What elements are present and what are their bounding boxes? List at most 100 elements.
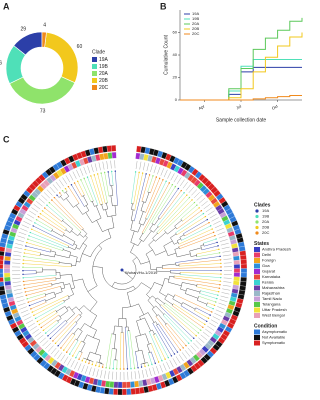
tip-dot: [145, 173, 147, 175]
tree-branch: [152, 295, 157, 300]
tip-dot: [138, 171, 140, 174]
tree-branch: [179, 263, 222, 267]
tip-dot: [112, 367, 114, 370]
tip-label: [24, 316, 32, 321]
tree-branch: [179, 235, 216, 249]
tip-label: [114, 160, 116, 169]
tree-branch: [141, 282, 152, 290]
tip-dot: [180, 189, 182, 192]
tree-branch: [180, 305, 208, 323]
tree-branch: [29, 302, 47, 310]
tree-branch: [174, 275, 222, 282]
tip-label: [25, 319, 34, 324]
tip-label: [145, 369, 148, 378]
tree-arc: [89, 351, 101, 356]
tree-branch: [147, 174, 154, 192]
tip-label: [139, 161, 142, 170]
tip-dot: [195, 334, 197, 337]
tree-branch: [132, 257, 137, 261]
tip-label: [17, 235, 26, 239]
tip-dot: [137, 366, 139, 369]
tree-branch: [130, 243, 135, 253]
tree-arc: [83, 305, 97, 316]
tree-branch: [139, 233, 143, 240]
tree-branch: [143, 230, 152, 242]
tree-branch: [57, 323, 78, 347]
legend-label: 20C: [192, 31, 199, 36]
tip-label: [69, 173, 74, 181]
tip-label: [218, 302, 227, 306]
ring-cell: [233, 259, 240, 265]
legend-swatch: [255, 231, 259, 235]
tree-branch: [180, 274, 222, 278]
tree-branch: [85, 205, 90, 211]
tree-branch: [41, 210, 67, 229]
legend-label: 19B: [99, 64, 109, 70]
tree-branch: [164, 201, 196, 231]
tip-dot: [193, 201, 196, 204]
tree-branch: [196, 252, 221, 258]
legend-swatch: [254, 335, 260, 340]
tree-branch: [109, 348, 113, 370]
tree-arc: [152, 321, 156, 324]
ring-cell: [130, 388, 136, 395]
ring-cell: [240, 259, 247, 265]
tree-branch: [22, 259, 60, 264]
tree-branch: [164, 298, 173, 305]
tree-arc: [96, 361, 102, 364]
tree-branch: [164, 302, 202, 331]
tree-branch: [115, 348, 117, 360]
root-label: Wuhan/Hu-1/2019: [125, 270, 158, 275]
tip-label: [67, 358, 72, 366]
tip-label: [45, 342, 51, 349]
tree-branch: [153, 226, 159, 233]
tree-branch: [22, 256, 60, 262]
tree-branch: [160, 304, 197, 337]
tree-branch: [23, 252, 40, 256]
tree-branch: [182, 302, 196, 310]
legend-swatch: [254, 263, 260, 269]
ring-cell: [4, 260, 11, 265]
tree-arc: [163, 302, 166, 305]
legend-label: Uttar Pradesh: [262, 307, 287, 312]
tip-dot: [77, 180, 79, 183]
legend-label: Symptomatic: [262, 340, 285, 345]
tip-label: [149, 368, 152, 377]
tree-branch: [169, 276, 175, 278]
tree-branch: [156, 297, 165, 304]
legend-label: Not Available: [262, 335, 286, 340]
tree-branch: [164, 324, 184, 349]
donut-slice: [9, 76, 76, 105]
legend-label: Andhra Pradesh: [262, 247, 291, 252]
legend-swatch: [254, 258, 260, 263]
tree-branch: [199, 293, 218, 300]
tree-branch: [141, 350, 146, 364]
tree-branch: [154, 300, 161, 306]
tree-branch: [174, 247, 180, 250]
tree-branch: [96, 220, 103, 232]
tip-label: [65, 175, 71, 183]
tip-dot: [216, 297, 218, 300]
tip-label: [201, 200, 208, 207]
tip-label: [202, 331, 210, 337]
tip-dot: [211, 228, 213, 230]
tip-dot: [162, 179, 164, 181]
legend-swatch: [92, 57, 97, 62]
tip-dot: [216, 241, 218, 244]
tree-branch: [107, 170, 111, 186]
ring-cell: [240, 272, 248, 278]
tip-label: [221, 246, 230, 249]
tip-dot: [47, 335, 49, 337]
tree-branch: [174, 294, 213, 313]
tree-branch: [178, 259, 222, 265]
tip-dot: [218, 248, 220, 251]
tip-dot: [179, 349, 182, 351]
legend-label: 19B: [192, 16, 199, 21]
tip-label: [223, 258, 232, 260]
tree-arc: [78, 314, 82, 317]
tip-dot: [56, 194, 58, 196]
tree-branch: [111, 185, 114, 196]
tip-dot: [209, 314, 211, 316]
tip-dot: [22, 277, 25, 279]
tree-branch: [72, 278, 83, 282]
